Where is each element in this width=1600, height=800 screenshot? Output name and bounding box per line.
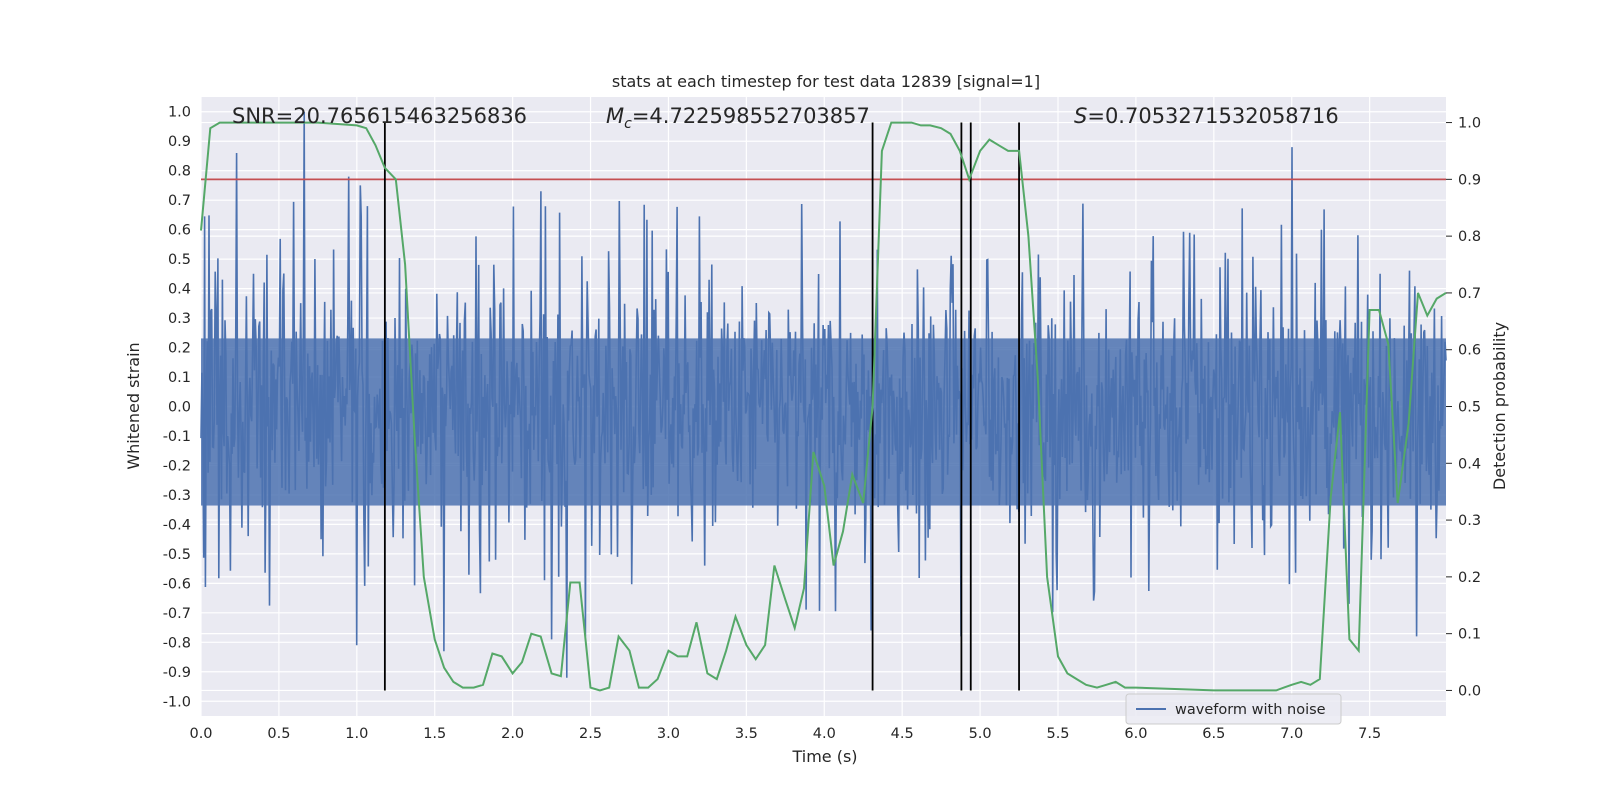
y-left-tick-label: 0.3 bbox=[168, 311, 191, 327]
legend: waveform with noise bbox=[1125, 693, 1342, 725]
chart-title: stats at each timestep for test data 128… bbox=[612, 72, 1040, 91]
chirp-mass-annotation: Mc=4.722598552703857 bbox=[606, 104, 870, 132]
y-left-tick-label: -1.0 bbox=[163, 694, 191, 710]
legend-box bbox=[1125, 693, 1342, 725]
y-left-tick-label: 0.5 bbox=[168, 252, 191, 268]
y-right-tick-label: 0.7 bbox=[1458, 286, 1481, 302]
x-tick-label: 6.0 bbox=[1124, 726, 1147, 742]
x-tick-label: 0.5 bbox=[267, 726, 290, 742]
y-left-tick-label: 1.0 bbox=[168, 105, 191, 121]
y-left-tick-label: -0.8 bbox=[163, 635, 191, 651]
s-value: =0.7053271532058716 bbox=[1087, 104, 1338, 128]
spin-annotation: S=0.7053271532058716 bbox=[1074, 104, 1339, 128]
x-tick-label: 1.0 bbox=[345, 726, 368, 742]
y-right-tick-label: 0.8 bbox=[1458, 229, 1481, 245]
y-left-tick-label: 0.2 bbox=[168, 341, 191, 357]
y-left-tick-label: 0.9 bbox=[168, 134, 191, 150]
y-right-tick-label: 0.9 bbox=[1458, 172, 1481, 188]
probability-series bbox=[200, 121, 1447, 692]
y-left-tick-label: -0.6 bbox=[163, 576, 191, 592]
x-tick-label: 4.5 bbox=[891, 726, 914, 742]
y-left-tick-label: -0.1 bbox=[163, 429, 191, 445]
y-left-tick-label: -0.4 bbox=[163, 517, 191, 533]
legend-label-waveform: waveform with noise bbox=[1175, 702, 1326, 718]
x-tick-label: 7.5 bbox=[1358, 726, 1381, 742]
y-axis-left-label: Whitened strain bbox=[124, 342, 143, 469]
x-tick-label: 2.0 bbox=[501, 726, 524, 742]
y-left-tick-label: -0.9 bbox=[163, 665, 191, 681]
y-left-tick-label: 0.7 bbox=[168, 193, 191, 209]
y-right-tick-label: 0.0 bbox=[1458, 683, 1481, 699]
y-axis-right-label: Detection probability bbox=[1490, 322, 1509, 490]
y-left-tick-label: -0.5 bbox=[163, 547, 191, 563]
mc-subscript: c bbox=[624, 116, 632, 132]
x-axis-label: Time (s) bbox=[791, 747, 857, 766]
snr-annotation: SNR=20.765615463256836 bbox=[232, 104, 527, 128]
y-left-tick-label: 0.0 bbox=[168, 400, 191, 416]
y-right-tick-label: 0.2 bbox=[1458, 570, 1481, 586]
y-left-tick-label: -0.7 bbox=[163, 606, 191, 622]
x-tick-label: 6.5 bbox=[1202, 726, 1225, 742]
y-left-tick-label: 0.8 bbox=[168, 164, 191, 180]
x-tick-label: 3.5 bbox=[735, 726, 758, 742]
x-tick-label: 1.5 bbox=[423, 726, 446, 742]
axes: 0.0 0.5 1.0 1.5 2.0 2.5 3.0 3.5 4.0 4.5 5.0 5.5 6.0 6… bbox=[163, 105, 1481, 742]
x-tick-label: 5.5 bbox=[1046, 726, 1069, 742]
s-symbol: S bbox=[1074, 104, 1087, 128]
y-left-tick-label: -0.2 bbox=[163, 458, 191, 474]
x-tick-label: 7.0 bbox=[1280, 726, 1303, 742]
x-tick-label: 5.0 bbox=[969, 726, 992, 742]
y-left-tick-label: 0.1 bbox=[168, 370, 191, 386]
y-left-tick-label: 0.4 bbox=[168, 282, 191, 298]
y-right-tick-label: 0.6 bbox=[1458, 343, 1481, 359]
x-tick-label: 0.0 bbox=[189, 726, 212, 742]
y-right-tick-label: 1.0 bbox=[1458, 116, 1481, 132]
waveform-series bbox=[200, 111, 1447, 678]
x-tick-label: 2.5 bbox=[579, 726, 602, 742]
y-left-tick-label: -0.3 bbox=[163, 488, 191, 504]
y-right-tick-label: 0.3 bbox=[1458, 513, 1481, 529]
y-left-tick-label: 0.6 bbox=[168, 223, 191, 239]
x-tick-label: 3.0 bbox=[657, 726, 680, 742]
mc-value: =4.722598552703857 bbox=[632, 104, 870, 128]
y-right-tick-label: 0.5 bbox=[1458, 400, 1481, 416]
y-right-tick-label: 0.4 bbox=[1458, 456, 1481, 472]
mc-symbol: M bbox=[606, 104, 624, 128]
probability-line bbox=[200, 121, 1447, 692]
waveform-core-band bbox=[201, 338, 1446, 506]
y-right-tick-label: 0.1 bbox=[1458, 627, 1481, 643]
x-tick-label: 4.0 bbox=[813, 726, 836, 742]
